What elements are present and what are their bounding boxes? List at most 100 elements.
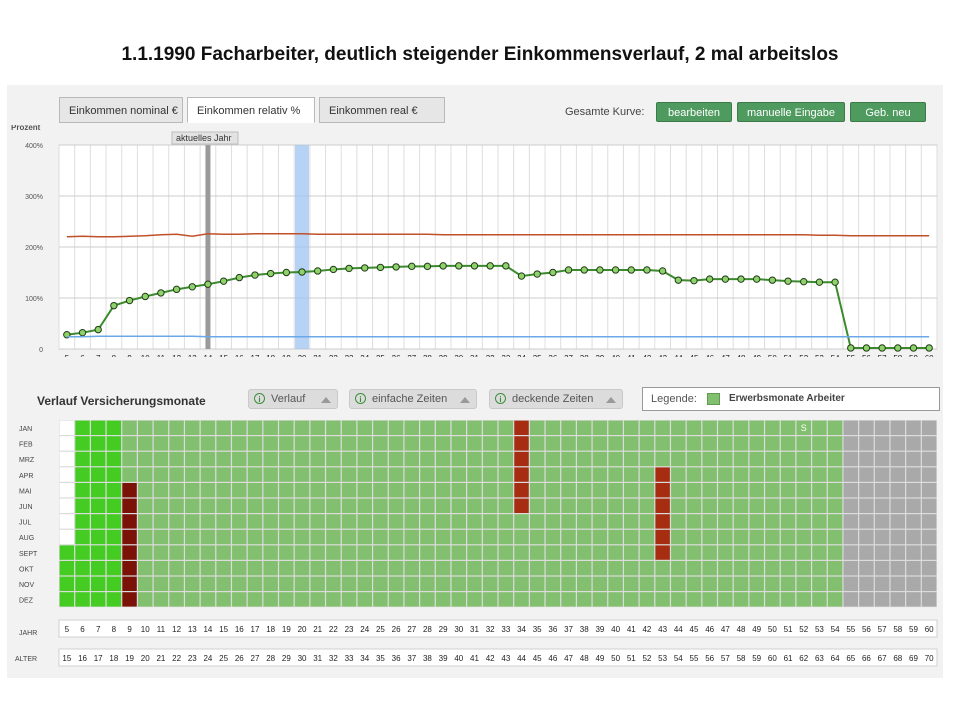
tab-einkommen-real[interactable]: Einkommen real €	[319, 97, 445, 123]
month-cell	[216, 561, 231, 576]
month-cell	[404, 451, 420, 467]
verlauf-toggle[interactable]: i Verlauf	[248, 389, 338, 409]
x-tick-label: 15	[219, 354, 228, 357]
month-cell	[404, 514, 420, 529]
month-cell	[827, 436, 843, 451]
month-cell	[122, 498, 137, 513]
age-label: 15	[62, 654, 71, 663]
month-cell	[388, 529, 404, 545]
x-tick-label: 45	[690, 354, 699, 357]
info-icon: i	[254, 393, 265, 404]
month-label: NOV	[19, 582, 35, 589]
tab-einkommen-relativ[interactable]: Einkommen relativ %	[187, 97, 315, 123]
month-cell	[482, 576, 498, 591]
month-cell	[75, 514, 90, 529]
x-tick-label: 55	[846, 354, 855, 357]
month-cell	[780, 514, 796, 529]
month-cell	[843, 545, 859, 560]
data-point	[549, 268, 557, 277]
month-cell	[106, 436, 122, 451]
month-cell	[890, 498, 906, 513]
month-cell	[671, 514, 686, 529]
data-point	[564, 266, 573, 274]
month-cell	[200, 436, 216, 451]
edit-curve-button[interactable]: bearbeiten	[656, 102, 732, 122]
data-point	[800, 277, 808, 286]
data-point	[862, 344, 871, 352]
year-label: 45	[690, 625, 699, 634]
month-cell	[514, 498, 529, 513]
month-cell	[702, 420, 717, 435]
month-cell	[326, 498, 341, 513]
x-tick-label: 44	[674, 354, 683, 357]
month-cell	[576, 436, 592, 451]
month-cell	[232, 467, 247, 482]
x-tick-label: 17	[251, 354, 260, 357]
manual-input-button[interactable]: manuelle Eingabe	[737, 102, 845, 122]
age-label: 59	[752, 654, 761, 663]
age-label: 28	[266, 654, 275, 663]
month-cell	[263, 467, 278, 482]
month-cell	[153, 436, 169, 451]
month-cell	[545, 545, 561, 560]
month-cell	[482, 545, 498, 560]
age-label: 45	[533, 654, 542, 663]
einfache-zeiten-toggle[interactable]: i einfache Zeiten	[349, 389, 477, 409]
month-cell	[545, 436, 561, 451]
month-cell	[404, 420, 420, 435]
age-label: 62	[799, 654, 808, 663]
month-cell	[294, 576, 310, 591]
month-cell	[341, 498, 357, 513]
data-point	[110, 301, 118, 310]
year-label: 15	[219, 625, 228, 634]
month-cell	[451, 592, 467, 607]
month-cell	[514, 576, 529, 591]
month-cell	[90, 467, 106, 482]
month-cell	[608, 483, 623, 498]
month-cell	[388, 451, 404, 467]
deckende-zeiten-toggle[interactable]: i deckende Zeiten	[489, 389, 623, 409]
age-label: 63	[815, 654, 824, 663]
y-tick-label: 200%	[25, 245, 43, 252]
month-cell	[796, 436, 811, 451]
month-cell	[435, 514, 451, 529]
month-cell	[749, 514, 764, 529]
month-cell	[827, 529, 843, 545]
year-label: 34	[517, 625, 526, 634]
month-cell	[718, 483, 733, 498]
month-cell	[733, 483, 749, 498]
month-cell	[859, 436, 874, 451]
x-tick-label: 19	[282, 354, 291, 357]
month-cell	[263, 529, 278, 545]
month-cell	[420, 436, 435, 451]
month-cell	[326, 545, 341, 560]
x-tick-label: 56	[862, 354, 871, 357]
month-cell	[435, 436, 451, 451]
year-label: 57	[878, 625, 887, 634]
age-label: 44	[517, 654, 526, 663]
month-cell	[279, 451, 294, 467]
legend-text: Erwerbsmonate Arbeiter	[729, 393, 845, 404]
month-cell	[561, 451, 576, 467]
x-tick-label: 58	[893, 354, 902, 357]
x-tick-label: 59	[909, 354, 918, 357]
month-cell	[733, 529, 749, 545]
month-cell	[827, 514, 843, 529]
month-label: JAN	[19, 426, 32, 433]
month-cell	[686, 592, 702, 607]
month-cell	[906, 498, 921, 513]
x-tick-label: 57	[878, 354, 887, 357]
month-cell	[718, 576, 733, 591]
month-cell	[294, 483, 310, 498]
new-birth-button[interactable]: Geb. neu	[850, 102, 926, 122]
data-point	[596, 266, 604, 274]
x-tick-label: 18	[266, 354, 275, 357]
tab-einkommen-nominal[interactable]: Einkommen nominal €	[59, 97, 183, 123]
month-cell	[843, 498, 859, 513]
month-cell	[373, 592, 388, 607]
data-point	[188, 283, 196, 291]
month-label: AUG	[19, 535, 34, 542]
data-point	[768, 276, 777, 284]
month-cell	[341, 561, 357, 576]
